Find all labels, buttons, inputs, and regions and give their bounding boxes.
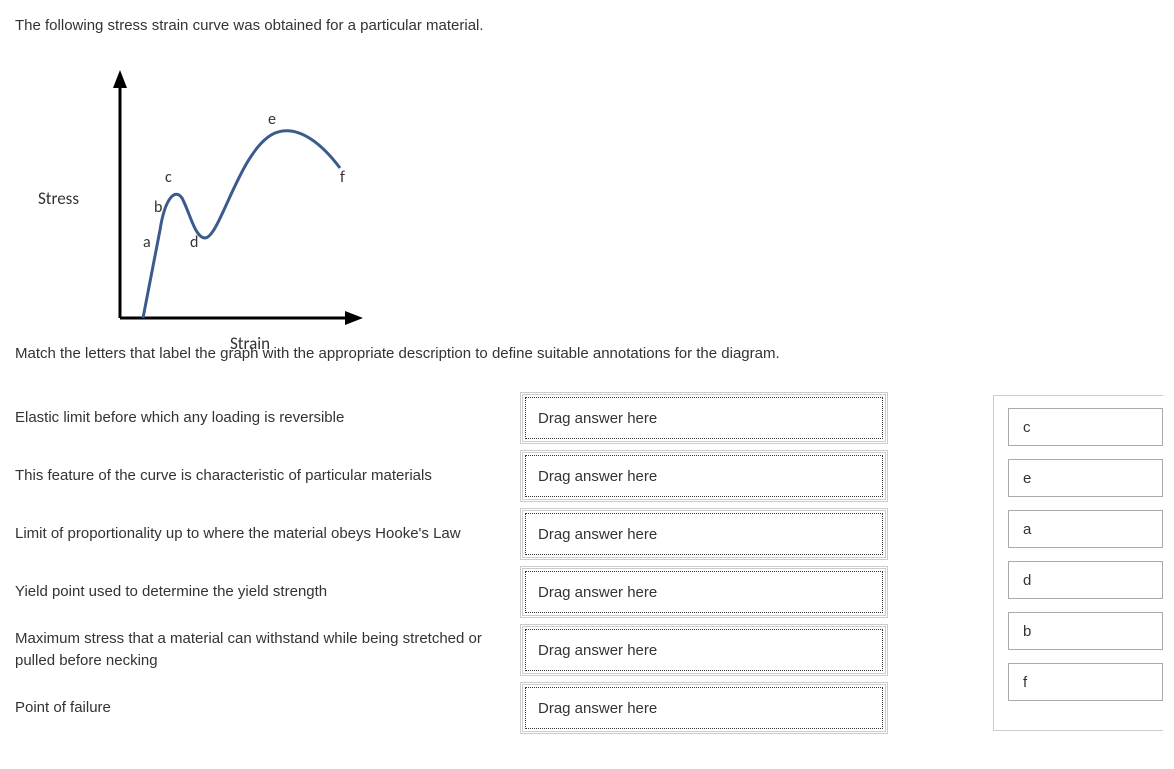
- drop-zone-6[interactable]: Drag answer here: [525, 687, 883, 729]
- answer-bank: c e a d b f: [993, 395, 1163, 731]
- point-label-e: e: [268, 110, 276, 129]
- answer-item-c[interactable]: c: [1008, 408, 1163, 446]
- answer-item-a[interactable]: a: [1008, 510, 1163, 548]
- diagram-svg: [40, 68, 380, 333]
- intro-text: The following stress strain curve was ob…: [15, 15, 1159, 38]
- point-label-b: b: [154, 198, 162, 217]
- drop-zone-3[interactable]: Drag answer here: [525, 513, 883, 555]
- stress-strain-diagram: Stress Strain a b c d e f: [40, 68, 380, 328]
- match-row: Limit of proportionality up to where the…: [15, 511, 883, 557]
- description-1: Elastic limit before which any loading i…: [15, 407, 515, 430]
- description-6: Point of failure: [15, 697, 515, 720]
- point-label-c: c: [165, 168, 172, 187]
- drop-zone-4[interactable]: Drag answer here: [525, 571, 883, 613]
- drop-zone-5[interactable]: Drag answer here: [525, 629, 883, 671]
- point-label-f: f: [340, 168, 345, 187]
- match-rows: Elastic limit before which any loading i…: [15, 395, 883, 731]
- point-label-a: a: [143, 233, 151, 252]
- description-4: Yield point used to determine the yield …: [15, 581, 515, 604]
- y-axis-label: Stress: [38, 188, 79, 209]
- drop-zone-1[interactable]: Drag answer here: [525, 397, 883, 439]
- match-row: Elastic limit before which any loading i…: [15, 395, 883, 441]
- match-row: Maximum stress that a material can withs…: [15, 627, 883, 673]
- match-row: Yield point used to determine the yield …: [15, 569, 883, 615]
- match-row: Point of failure Drag answer here: [15, 685, 883, 731]
- description-3: Limit of proportionality up to where the…: [15, 523, 515, 546]
- match-instruction: Match the letters that label the graph w…: [15, 343, 1159, 366]
- answer-item-b[interactable]: b: [1008, 612, 1163, 650]
- answer-item-e[interactable]: e: [1008, 459, 1163, 497]
- description-5: Maximum stress that a material can withs…: [15, 628, 515, 673]
- x-axis-label: Strain: [230, 333, 270, 354]
- description-2: This feature of the curve is characteris…: [15, 465, 515, 488]
- answer-item-f[interactable]: f: [1008, 663, 1163, 701]
- drop-zone-2[interactable]: Drag answer here: [525, 455, 883, 497]
- answer-item-d[interactable]: d: [1008, 561, 1163, 599]
- match-area: Elastic limit before which any loading i…: [15, 395, 1159, 731]
- match-row: This feature of the curve is characteris…: [15, 453, 883, 499]
- point-label-d: d: [190, 233, 198, 252]
